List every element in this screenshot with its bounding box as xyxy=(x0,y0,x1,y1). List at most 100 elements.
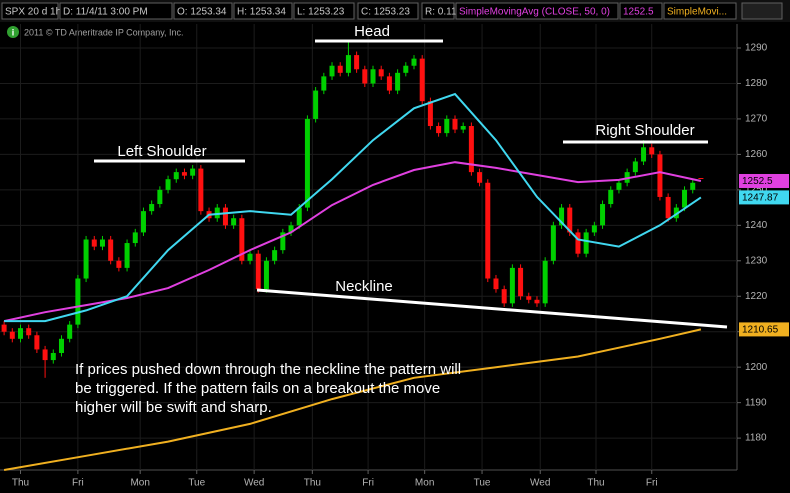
candle-body xyxy=(288,225,294,233)
candle-body xyxy=(296,207,302,226)
header-text: SimpleMovingAvg (CLOSE, 50, 0) xyxy=(459,7,610,18)
candle-body xyxy=(657,154,663,197)
candle-body xyxy=(550,225,556,261)
candle-body xyxy=(436,126,442,134)
header-text: SPX 20 d 1h xyxy=(5,7,61,18)
candle-body xyxy=(132,232,138,244)
candle-body xyxy=(509,267,515,304)
candle-body xyxy=(665,196,671,219)
candle-body xyxy=(280,232,286,251)
annotation: Left Shoulder xyxy=(117,143,206,160)
y-tick-label: 1190 xyxy=(745,397,767,408)
candle-body xyxy=(34,335,40,350)
header-cell xyxy=(59,2,173,20)
candle-body xyxy=(190,168,196,176)
candle-body xyxy=(395,72,401,91)
candle-body xyxy=(542,260,548,304)
header-text: R: 0.11 xyxy=(425,7,457,18)
candle-body xyxy=(239,218,245,261)
header-text: D: 11/4/11 3:00 PM xyxy=(63,7,148,18)
candle-body xyxy=(181,172,187,176)
candle-body xyxy=(272,250,278,261)
price-tag xyxy=(739,173,789,188)
candle-body xyxy=(485,182,491,279)
candle-body xyxy=(452,118,458,130)
neckline xyxy=(256,288,728,329)
moving-average xyxy=(4,92,702,323)
candle-body xyxy=(583,232,589,254)
candle-body xyxy=(444,118,450,134)
price-tag xyxy=(739,190,789,205)
header-cell xyxy=(357,2,419,20)
candle-body xyxy=(641,147,647,162)
annotations: Head Left Shoulder Right Shoulder Neckli… xyxy=(75,23,728,416)
candle-body xyxy=(91,239,97,247)
x-tick-label: Wed xyxy=(244,478,264,489)
candle-body xyxy=(165,179,171,190)
y-tick-label: 1240 xyxy=(745,220,768,231)
candle-body xyxy=(9,331,15,339)
candle-body xyxy=(608,189,614,205)
y-tick-label: 1250 xyxy=(745,184,768,195)
candle-body xyxy=(42,349,48,361)
candle-body xyxy=(214,207,220,219)
x-tick-label: Thu xyxy=(12,478,29,489)
candle-body xyxy=(616,182,622,190)
candle-body xyxy=(477,172,483,183)
candle-body xyxy=(345,55,351,73)
candle-body xyxy=(600,204,606,226)
candle-body xyxy=(690,182,696,190)
candle-body xyxy=(67,324,73,339)
header-text: 1252.5 xyxy=(623,7,654,18)
candle-body xyxy=(403,65,409,73)
x-tick-label: Wed xyxy=(530,478,550,489)
candle-body xyxy=(173,172,179,180)
y-tick-label: 1280 xyxy=(745,78,768,89)
candle-body xyxy=(247,253,253,261)
info-icon xyxy=(7,26,19,38)
x-tick-label: Thu xyxy=(304,478,321,489)
y-tick-label: 1180 xyxy=(745,433,767,444)
candle-body xyxy=(337,65,343,73)
header-bar: SPX 20 d 1h D: 11/4/11 3:00 PM O: 1253.34 H… xyxy=(0,0,790,22)
annotation: Head xyxy=(354,23,390,40)
candle-body xyxy=(460,126,466,130)
info-icon-glyph: i xyxy=(12,27,15,37)
candle-body xyxy=(26,328,32,336)
candle-body xyxy=(231,218,237,226)
header-cell xyxy=(1,2,59,20)
note-line: be triggered. If the pattern fails on a … xyxy=(75,380,440,397)
candle-body xyxy=(526,296,532,300)
annotation: Right Shoulder xyxy=(595,122,694,139)
annotation: Neckline xyxy=(335,278,393,295)
header-text: L: 1253.23 xyxy=(297,7,345,18)
candle-body xyxy=(419,58,425,102)
candle-body xyxy=(329,65,335,77)
y-tick-label: 1230 xyxy=(745,255,768,266)
x-tick-label: Fri xyxy=(646,478,658,489)
candle-body xyxy=(468,126,474,173)
moving-average xyxy=(3,328,702,471)
x-tick-label: Tue xyxy=(188,478,205,489)
candle-body xyxy=(370,69,376,84)
header-cell xyxy=(173,2,233,20)
candle-body xyxy=(534,299,540,304)
candle-body xyxy=(198,168,204,212)
y-tick-label: 1200 xyxy=(745,362,768,373)
header-text: SimpleMovi... xyxy=(667,7,727,18)
candle-body xyxy=(649,147,655,155)
candle-body xyxy=(50,352,56,361)
header-text: O: 1253.34 xyxy=(177,7,227,18)
candle-body xyxy=(362,69,368,84)
candle-body xyxy=(378,69,384,77)
candle-body xyxy=(263,260,269,290)
header-cell xyxy=(293,2,355,20)
x-tick-label: Fri xyxy=(72,478,84,489)
candle-body xyxy=(411,58,417,66)
candle-body xyxy=(157,189,163,205)
candle-body xyxy=(632,161,638,173)
header-cell xyxy=(663,2,737,20)
x-tick-label: Thu xyxy=(587,478,604,489)
price-tag-label: 1210.65 xyxy=(742,325,779,336)
candle-body xyxy=(99,239,105,247)
